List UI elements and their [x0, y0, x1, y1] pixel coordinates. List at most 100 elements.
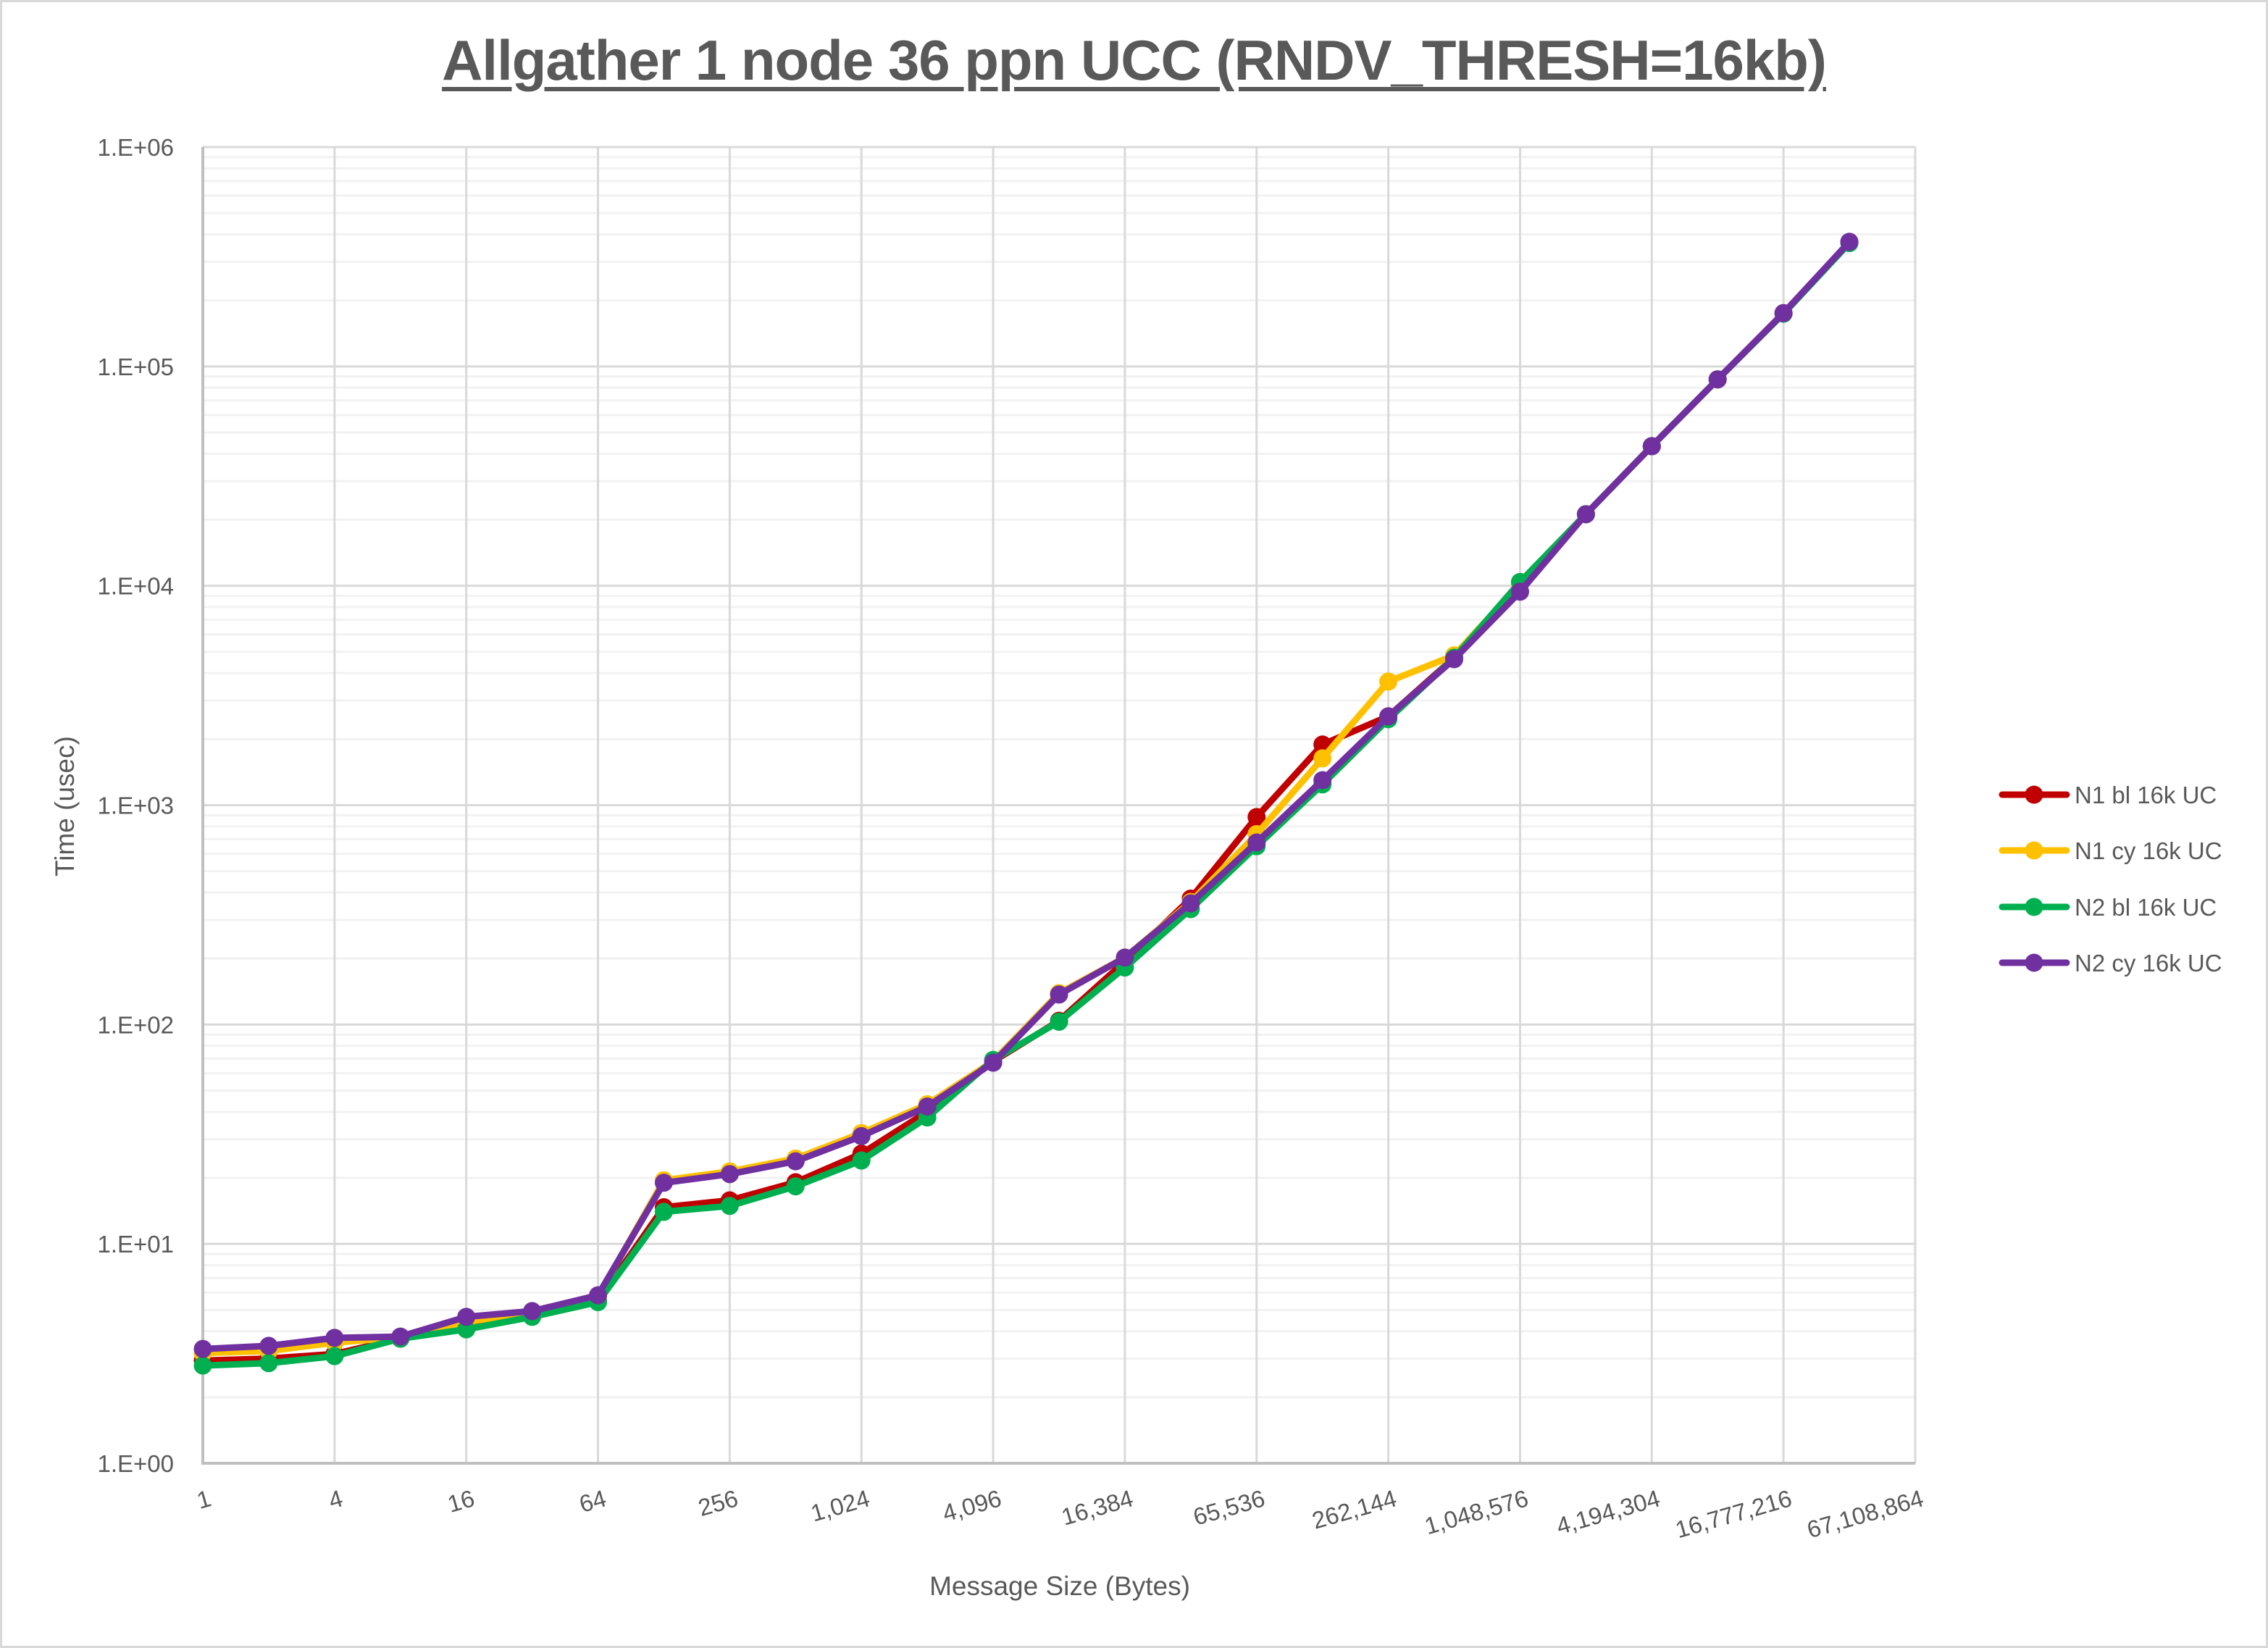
x-tick: 16,384	[1058, 1484, 1136, 1530]
data-point-marker	[457, 1308, 476, 1326]
series-n1-bl-16k-uc	[193, 233, 1859, 1370]
chart-title: Allgather 1 node 36 ppn UCC (RNDV_THRESH…	[442, 28, 1827, 92]
data-point-marker	[1576, 505, 1595, 524]
data-point-marker	[984, 1053, 1003, 1072]
data-point-marker	[852, 1126, 871, 1145]
legend-item: N1 cy 16k UC	[1999, 837, 2222, 864]
legend-marker-icon	[2025, 785, 2043, 804]
data-point-marker	[1247, 808, 1266, 827]
x-tick-label: 262,144	[1309, 1484, 1399, 1534]
data-point-marker	[1181, 894, 1200, 913]
x-tick: 4	[325, 1484, 346, 1514]
data-point-marker	[1642, 437, 1661, 456]
data-point-marker	[720, 1197, 739, 1216]
series-n1-cy-16k-uc	[193, 233, 1859, 1363]
x-tick-label: 4,096	[940, 1484, 1005, 1526]
x-tick: 64	[576, 1484, 608, 1518]
series-line	[199, 239, 1853, 1357]
x-tick: 1,048,576	[1422, 1484, 1531, 1539]
x-tick-label: 1,024	[808, 1484, 873, 1526]
legend-marker-icon	[2025, 841, 2043, 860]
data-point-marker	[1116, 948, 1134, 967]
legend-item: N2 cy 16k UC	[1999, 950, 2222, 976]
legend-label: N2 bl 16k UC	[2075, 894, 2217, 921]
axes	[201, 147, 1915, 1465]
legend-label: N1 cy 16k UC	[2075, 837, 2222, 864]
data-point-marker	[1510, 582, 1529, 601]
y-tick-label: 1.E+04	[97, 573, 174, 600]
data-point-marker	[457, 1320, 476, 1339]
x-tick-label: 4,194,304	[1553, 1484, 1662, 1539]
x-tick: 262,144	[1309, 1484, 1399, 1534]
x-tick-label: 1	[194, 1484, 214, 1514]
data-point-marker	[259, 1354, 278, 1373]
data-point-marker	[325, 1347, 344, 1365]
data-point-marker	[1313, 749, 1332, 768]
x-tick-label: 64	[576, 1484, 608, 1518]
x-tick-label: 1,048,576	[1422, 1484, 1531, 1539]
x-axis-title: Message Size (Bytes)	[929, 1571, 1190, 1601]
data-point-marker	[1379, 672, 1398, 691]
legend-label: N2 cy 16k UC	[2075, 950, 2222, 976]
data-point-marker	[918, 1097, 937, 1116]
x-tick: 67,108,864	[1804, 1484, 1926, 1543]
y-tick-label: 1.E+06	[97, 134, 174, 161]
x-tick-label: 65,536	[1190, 1484, 1268, 1530]
data-point-marker	[654, 1202, 673, 1221]
data-point-marker	[1774, 304, 1793, 322]
legend-item: N2 bl 16k UC	[1999, 894, 2217, 921]
data-point-marker	[1247, 833, 1266, 852]
x-tick: 16,777,216	[1673, 1484, 1795, 1543]
data-point-marker	[852, 1151, 871, 1170]
y-axis-ticks: 1.E+00 1.E+01 1.E+02 1.E+03 1.E+04 1.E+05 1.E+…	[97, 134, 174, 1477]
x-tick: 4,194,304	[1553, 1484, 1662, 1539]
x-tick: 16	[445, 1484, 477, 1518]
data-point-marker	[720, 1165, 739, 1184]
data-point-marker	[1313, 771, 1332, 790]
x-tick: 4,096	[940, 1484, 1005, 1526]
y-tick-label: 1.E+02	[97, 1011, 174, 1038]
legend-item: N1 bl 16k UC	[1999, 782, 2217, 808]
x-tick: 1	[194, 1484, 214, 1514]
x-tick: 1,024	[808, 1484, 873, 1526]
data-point-marker	[786, 1177, 805, 1196]
x-tick: 256	[695, 1484, 741, 1521]
data-point-marker	[193, 1356, 212, 1375]
x-tick-label: 16,384	[1058, 1484, 1136, 1530]
data-point-marker	[1840, 233, 1859, 251]
data-point-marker	[391, 1327, 410, 1346]
data-point-marker	[1050, 1012, 1068, 1031]
data-point-marker	[786, 1152, 805, 1171]
data-point-marker	[1379, 707, 1398, 726]
data-point-marker	[193, 1339, 212, 1358]
data-point-marker	[523, 1302, 542, 1321]
x-tick-label: 16	[445, 1484, 477, 1518]
data-point-marker	[1708, 370, 1727, 389]
data-point-marker	[589, 1286, 608, 1305]
data-point-marker	[654, 1174, 673, 1192]
y-tick-label: 1.E+01	[97, 1231, 174, 1258]
data-point-marker	[259, 1337, 278, 1355]
y-tick-label: 1.E+03	[97, 792, 174, 819]
x-tick-label: 67,108,864	[1804, 1484, 1926, 1543]
legend-label: N1 bl 16k UC	[2075, 782, 2217, 808]
x-tick-label: 256	[695, 1484, 741, 1521]
y-tick-label: 1.E+00	[97, 1450, 174, 1477]
minor-gridlines	[203, 156, 1915, 1399]
data-point-marker	[1445, 650, 1464, 669]
legend-marker-icon	[2025, 898, 2043, 916]
series-n2-cy-16k-uc	[193, 233, 1859, 1358]
data-point-marker	[325, 1329, 344, 1347]
x-tick-label: 16,777,216	[1673, 1484, 1795, 1543]
data-point-marker	[1050, 985, 1068, 1004]
x-tick-label: 4	[325, 1484, 346, 1514]
y-tick-label: 1.E+05	[97, 354, 174, 380]
x-axis-ticks: 1 4 16 64 256 1,024 4,096 16,384 65,536 262,144 1,…	[194, 1484, 1927, 1543]
series-line	[199, 238, 1853, 1352]
series-line	[199, 239, 1853, 1364]
series-layer	[193, 233, 1859, 1375]
legend: N1 bl 16k UC N1 cy 16k UC N2 bl 16k UC N2 c…	[1999, 782, 2222, 976]
y-axis-title: Time (usec)	[50, 736, 80, 877]
